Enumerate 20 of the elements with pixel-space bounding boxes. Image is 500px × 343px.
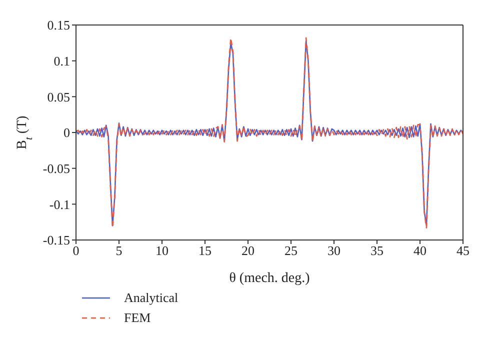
y-tick-label: 0.05: [47, 89, 70, 104]
x-tick-label: 35: [370, 243, 384, 258]
x-tick-label: 45: [456, 243, 470, 258]
x-tick-label: 25: [284, 243, 298, 258]
y-tick-label: -0.05: [42, 160, 70, 176]
x-axis-title: θ (mech. deg.): [229, 271, 310, 286]
x-tick-label: 20: [242, 243, 254, 258]
y-tick-label: 0: [64, 125, 70, 140]
x-tick-label: 0: [72, 243, 80, 258]
x-tick-label: 15: [198, 243, 212, 258]
y-tick-label: -0.15: [42, 232, 70, 248]
y-tick-label: -0.1: [49, 196, 70, 212]
legend-label: Analytical: [124, 290, 178, 306]
y-tick-label: 0.15: [47, 18, 70, 33]
x-tick-label: 5: [116, 243, 122, 258]
x-tick-label: 30: [328, 243, 340, 258]
y-tick-label: 0.1: [54, 53, 70, 68]
legend-label: FEM: [124, 310, 151, 326]
x-tick-label: 10: [156, 243, 168, 258]
x-tick-label: 40: [414, 243, 426, 258]
